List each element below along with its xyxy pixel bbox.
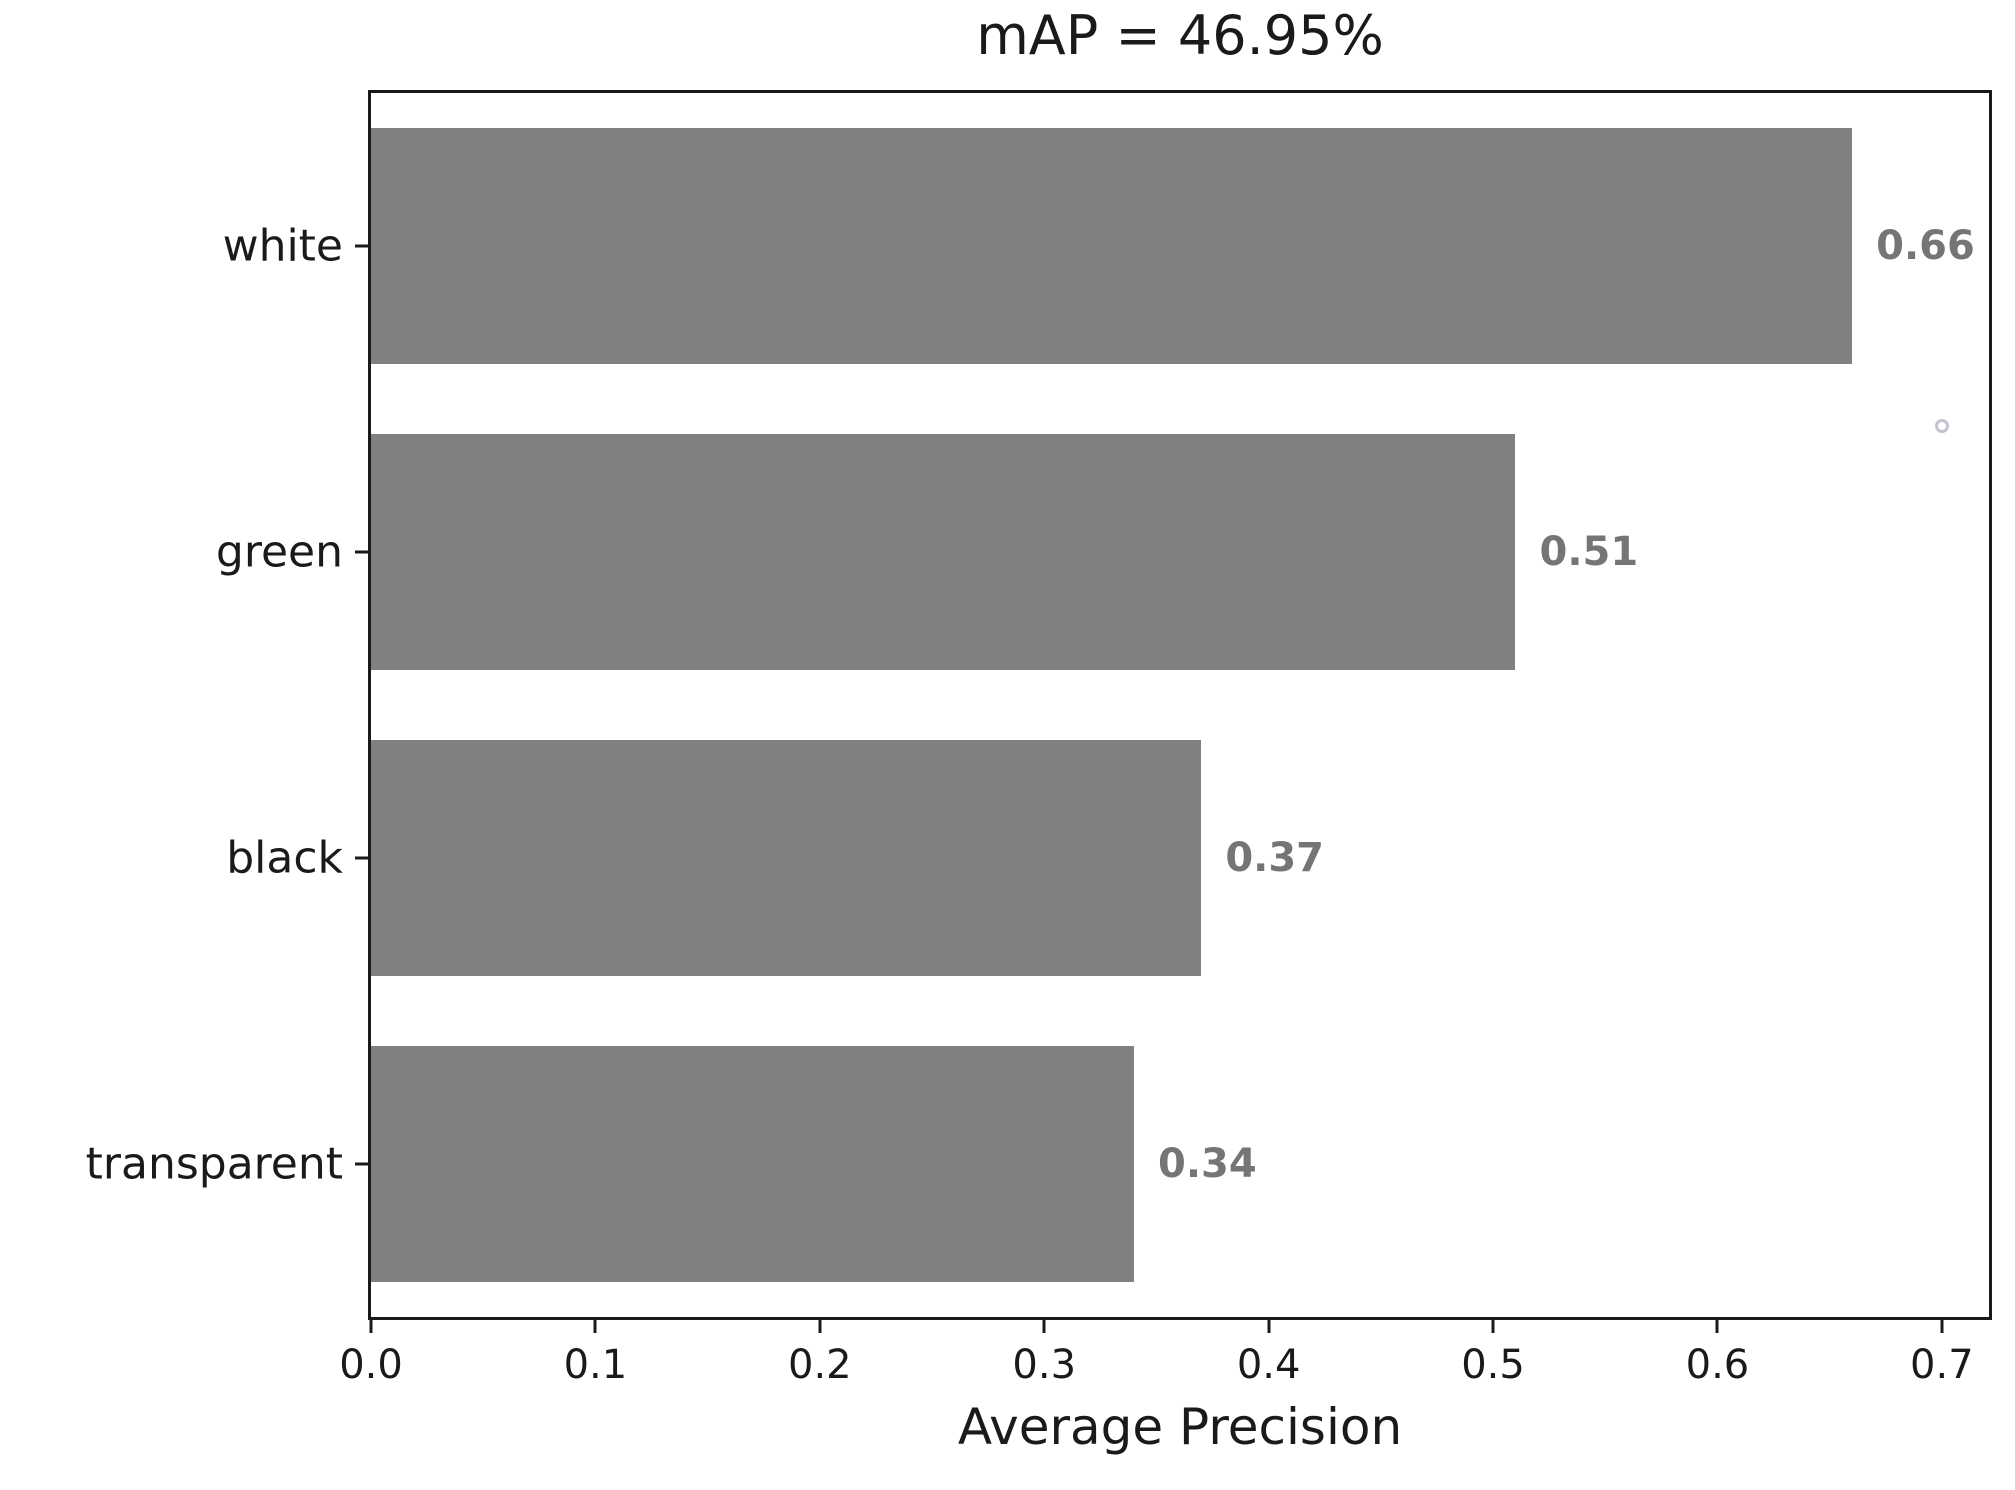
x-tick [1940, 1320, 1944, 1333]
x-tick-label: 0.2 [788, 1342, 852, 1388]
plot-area: 0.66 0.51 0.37 0.34 [368, 90, 1992, 1320]
bar-value-label: 0.37 [1225, 835, 1325, 881]
x-tick [1715, 1320, 1719, 1333]
x-tick [369, 1320, 373, 1333]
bar-green [371, 434, 1516, 670]
y-tick [355, 244, 368, 248]
x-tick [1042, 1320, 1046, 1333]
x-tick-label: 0.6 [1685, 1342, 1750, 1388]
x-tick [593, 1320, 597, 1333]
category-label-green: green [215, 526, 343, 578]
x-tick-label: 0.1 [563, 1342, 628, 1388]
bar-black [371, 740, 1202, 976]
y-tick [355, 856, 368, 860]
x-tick-label: 0.4 [1236, 1342, 1301, 1388]
x-axis-label: Average Precision [957, 1398, 1403, 1456]
x-tick-label: 0.0 [339, 1342, 403, 1388]
bar-value-label: 0.51 [1539, 529, 1639, 575]
x-tick-label: 0.5 [1461, 1342, 1525, 1388]
outlier-point-marker [1934, 418, 1949, 433]
y-tick [355, 550, 368, 554]
x-tick [1491, 1320, 1495, 1333]
y-tick [355, 1162, 368, 1166]
category-label-black: black [226, 832, 343, 884]
bar-transparent [371, 1046, 1134, 1282]
x-tick [1267, 1320, 1271, 1333]
category-label-transparent: transparent [85, 1138, 343, 1190]
bar-white [371, 128, 1853, 364]
x-tick-label: 0.7 [1910, 1342, 1974, 1388]
x-tick-label: 0.3 [1012, 1342, 1077, 1388]
bar-value-label: 0.66 [1876, 223, 1975, 269]
x-tick [818, 1320, 822, 1333]
chart-title: mAP = 46.95% [976, 4, 1384, 67]
bar-value-label: 0.34 [1157, 1141, 1257, 1187]
category-label-white: white [222, 220, 343, 272]
